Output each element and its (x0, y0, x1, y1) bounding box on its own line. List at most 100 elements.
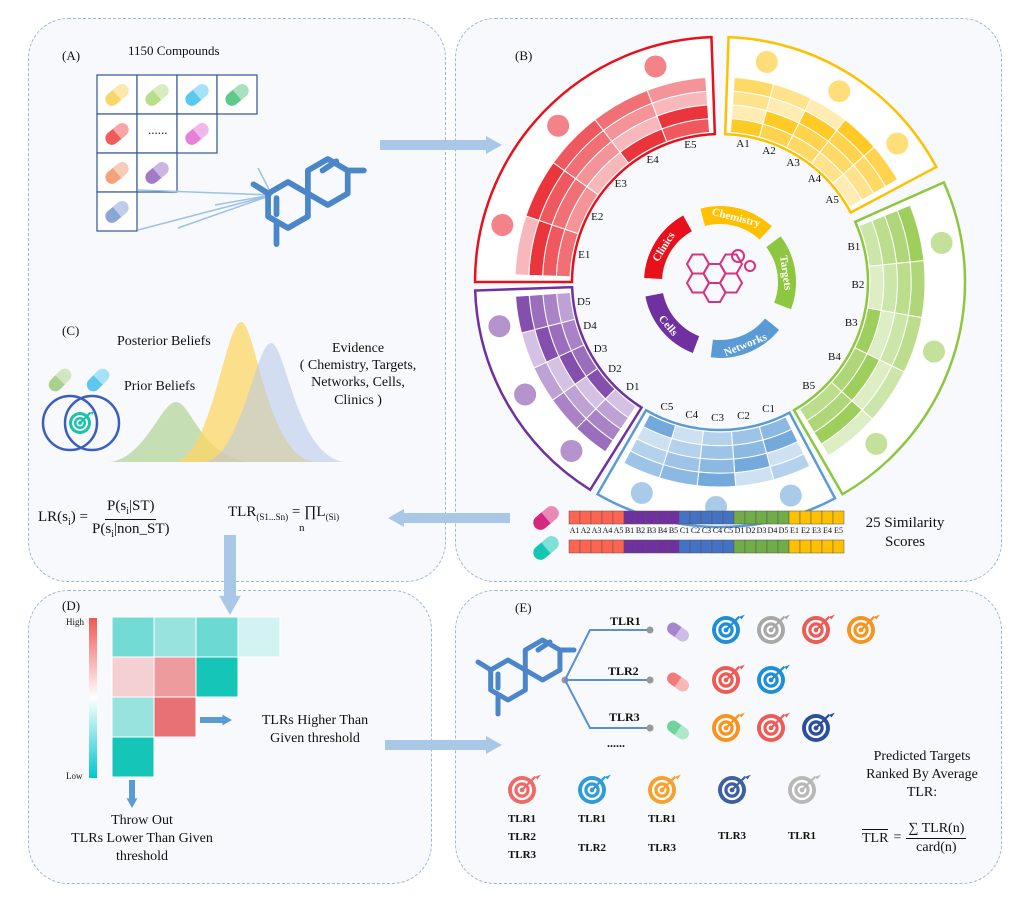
category-ring-cells (645, 293, 700, 353)
score-label: C5 (723, 526, 734, 535)
feature-label: B4 (827, 351, 841, 364)
feature-label: B1 (847, 240, 861, 253)
arrow-fletch (784, 664, 790, 670)
score-label: A1 (569, 526, 580, 535)
feature-label: A1 (736, 137, 750, 150)
connector-line (214, 194, 273, 206)
score-label: D4 (767, 526, 778, 535)
score-cell (656, 510, 669, 525)
score-cell (777, 510, 790, 525)
avg-lhs: TLR (862, 828, 889, 846)
avg-num: ∑ TLR(n) (906, 820, 967, 839)
target-icon (757, 614, 790, 644)
bond (475, 659, 494, 673)
arrow-fletch (739, 664, 745, 670)
panel-e-label: (E) (515, 600, 532, 615)
score-cell (590, 539, 603, 554)
bond (250, 181, 272, 197)
prior-set-circle (41, 394, 99, 452)
feature-label: D3 (593, 343, 608, 355)
compound-pill-icon (105, 123, 129, 145)
score-cell (634, 510, 647, 525)
arrow-shaft (770, 713, 786, 729)
feature-label: B2 (851, 278, 865, 291)
lr-formula: LR(si) = P(si|ST) P(si|non_ST) (38, 497, 169, 541)
connector-line (137, 194, 273, 231)
arrow-fletch (829, 712, 835, 718)
color-scale-bar (89, 618, 97, 778)
feature-label: D2 (608, 363, 622, 376)
compound-pill-icon (533, 536, 559, 560)
pill-half (152, 84, 169, 101)
arrow-shaft (770, 615, 786, 631)
score-label: E1 (790, 526, 799, 535)
arrow-fletch (535, 774, 541, 780)
lr-sub: i (68, 517, 71, 529)
score-cell (612, 510, 625, 525)
score-cell (821, 510, 834, 525)
feature-label: C4 (685, 409, 699, 422)
compound-pill-icon (105, 162, 129, 184)
tlr-heatmap-cell (111, 616, 155, 658)
evidence-curve (205, 343, 345, 462)
evidence-illustration-icon (547, 114, 570, 137)
score-label: C1 (679, 526, 690, 535)
evidence-illustration-icon (865, 432, 888, 455)
similarity-cell (863, 146, 899, 188)
arrow-fletch (829, 614, 835, 620)
tlr-product-index: n (299, 522, 305, 534)
evidence-illustration-icon (886, 132, 909, 155)
ranked-tlr-label: TLR1 (787, 830, 817, 842)
pill-body (105, 123, 129, 145)
similarity-cell (699, 444, 735, 460)
pill-body (105, 84, 129, 106)
similarity-cell (880, 262, 898, 314)
arrow-throw-out (126, 780, 138, 808)
score-cell (766, 539, 779, 554)
ring (718, 272, 744, 294)
score-cell (634, 539, 647, 554)
posterior-label: Posterior Beliefs (117, 334, 211, 349)
evidence-1: Evidence (331, 341, 385, 356)
target-icon (757, 664, 790, 694)
score-cell (612, 539, 625, 554)
feature-label: D5 (577, 296, 591, 309)
arrow-fletch (739, 614, 745, 620)
score-cell (788, 510, 801, 525)
arrow-shaft (815, 713, 831, 729)
ranked-target-icon (648, 774, 681, 804)
score-cell (689, 510, 702, 525)
category-ring-networks (710, 318, 780, 359)
ranked-tlr-label: TLR1 (647, 813, 677, 825)
feature-label: A4 (807, 173, 822, 186)
compound-pill-icon (667, 672, 689, 692)
arrow-shaft (725, 615, 741, 631)
score-cell (667, 539, 680, 554)
similarity-cell (698, 457, 736, 474)
compounds-title: 1150 Compounds (128, 43, 220, 58)
lr-eq: ) = (70, 509, 88, 526)
pill-half (112, 84, 129, 101)
score-cell (700, 510, 713, 525)
pill-body (533, 536, 559, 560)
feature-label: E5 (684, 139, 697, 152)
branch-end-dot (646, 676, 654, 684)
ranked-tlr-label: TLR1 (577, 813, 607, 825)
ranked-target-icon (718, 774, 751, 804)
arrow-fletch (739, 712, 745, 718)
compound-pill-icon (185, 123, 209, 145)
score-cell (579, 510, 592, 525)
tlr-heatmap-cell (111, 696, 155, 738)
score-cell (711, 539, 724, 554)
score-label: C2 (690, 526, 701, 535)
tlr-heatmap-cell (153, 696, 197, 738)
score-cell (590, 510, 603, 525)
arrow-shaft (860, 615, 876, 631)
pill-half (674, 725, 689, 740)
score-cell (744, 539, 757, 554)
arrow-fletch (90, 410, 95, 415)
ranked-target-icon (788, 774, 821, 804)
pill-half (674, 627, 689, 642)
evidence-illustration-icon (779, 484, 802, 507)
pill-body (185, 123, 209, 145)
